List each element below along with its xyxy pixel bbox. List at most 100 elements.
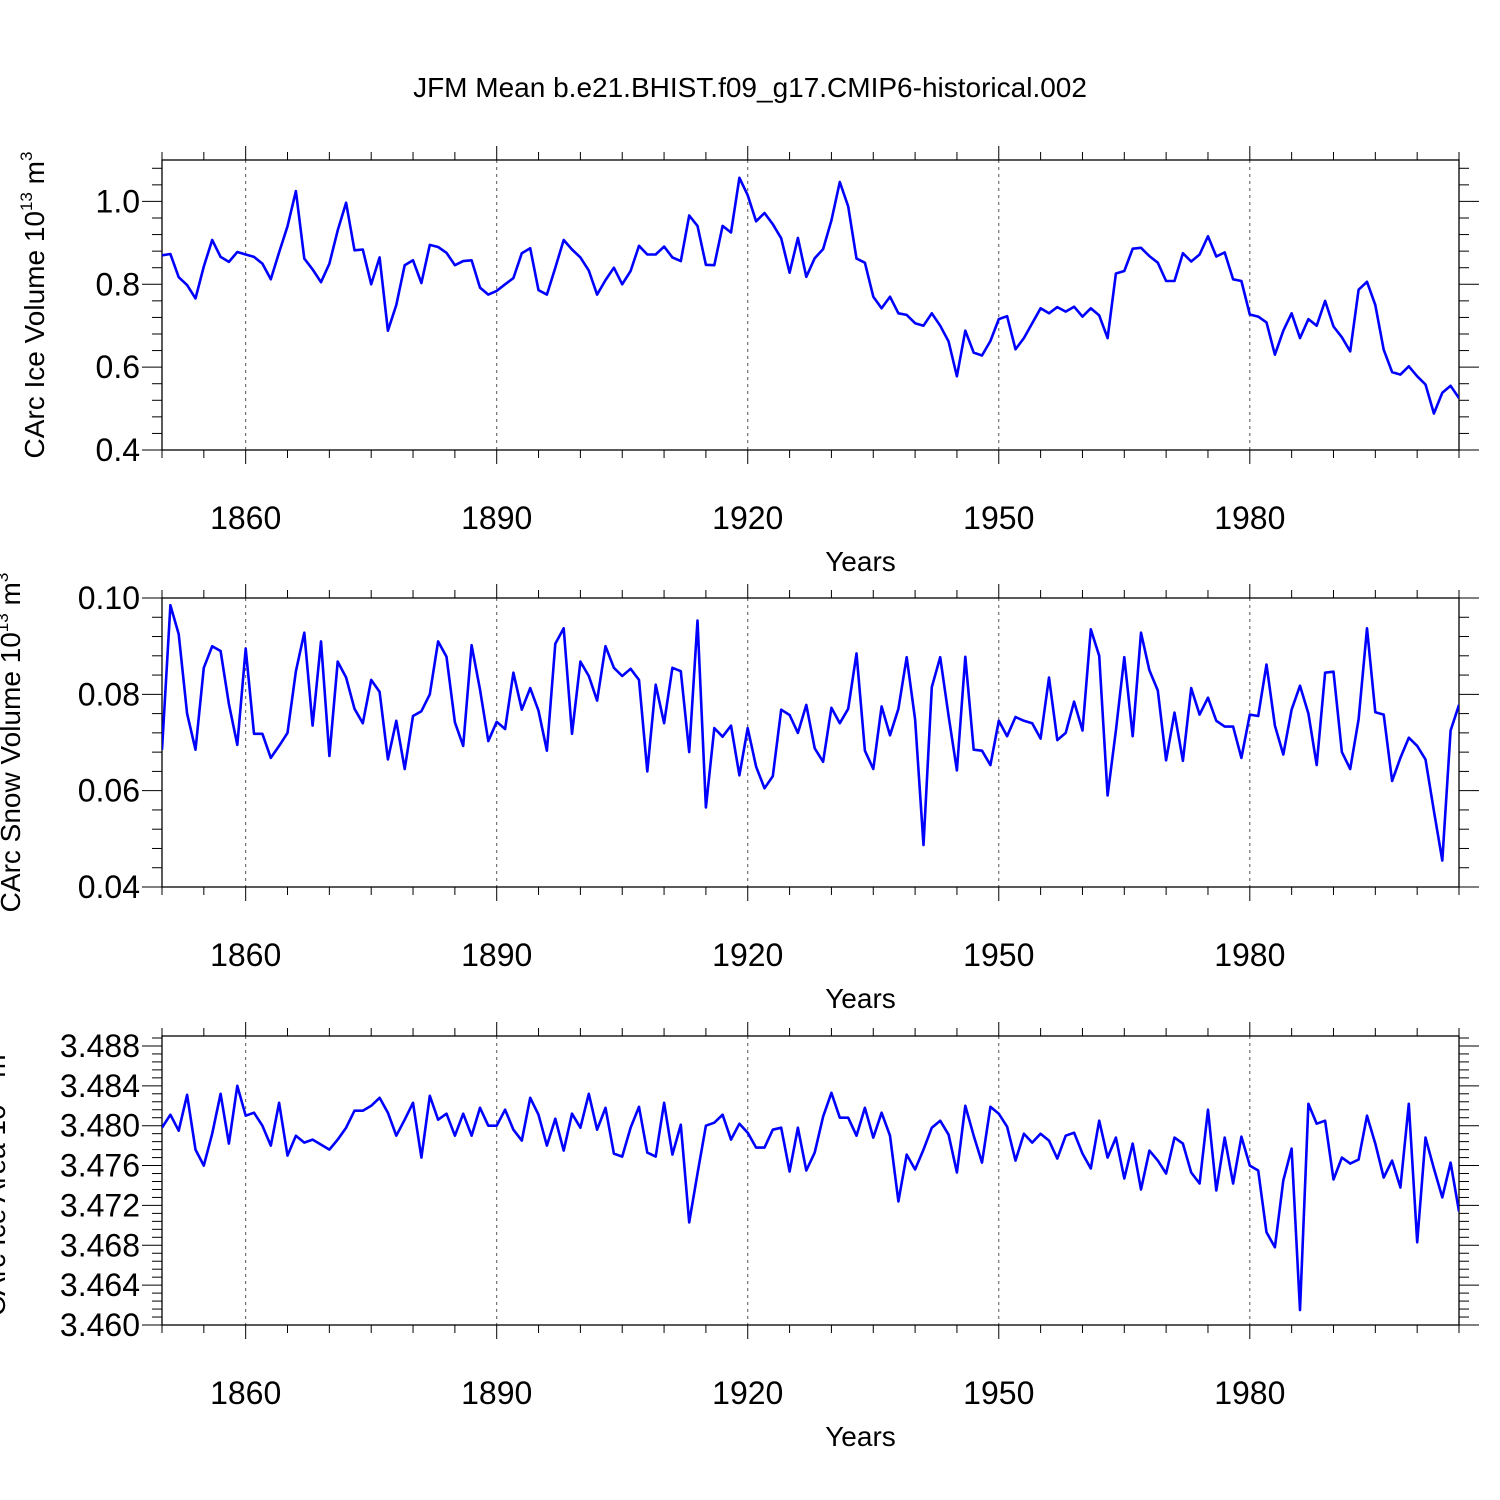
x-tick-label: 1890 <box>461 937 532 973</box>
y-tick-label: 3.480 <box>60 1108 140 1144</box>
plot-frame <box>161 1035 1460 1326</box>
data-point <box>780 237 782 239</box>
data-point <box>788 1170 790 1172</box>
data-point <box>370 1105 372 1107</box>
data-point <box>362 1110 364 1112</box>
data-point <box>454 721 456 723</box>
data-point <box>847 708 849 710</box>
data-point <box>1115 272 1117 274</box>
data-point <box>964 329 966 331</box>
x-tick-label: 1860 <box>210 1375 281 1411</box>
data-point <box>989 764 991 766</box>
data-point <box>337 1138 339 1140</box>
data-point <box>579 1126 581 1128</box>
data-point <box>496 721 498 723</box>
y-tick-label: 0.8 <box>96 266 140 302</box>
data-point <box>1090 628 1092 630</box>
y-tick-label: 3.468 <box>60 1227 140 1263</box>
data-point <box>880 307 882 309</box>
data-point <box>1224 725 1226 727</box>
data-point <box>1299 684 1301 686</box>
data-point <box>211 645 213 647</box>
data-point <box>922 1148 924 1150</box>
data-point <box>470 259 472 261</box>
data-point <box>1073 1131 1075 1133</box>
data-point <box>1449 729 1451 731</box>
data-point <box>387 758 389 760</box>
data-point <box>1106 337 1108 339</box>
data-point <box>1123 656 1125 658</box>
data-point <box>1056 1157 1058 1159</box>
data-point <box>462 1113 464 1115</box>
data-point <box>939 656 941 658</box>
data-point <box>696 619 698 621</box>
data-point <box>1165 1172 1167 1174</box>
data-point <box>1282 1179 1284 1181</box>
data-point <box>1090 1167 1092 1169</box>
x-tick-label: 1920 <box>712 1375 783 1411</box>
data-point <box>688 1221 690 1223</box>
data-point <box>738 1122 740 1124</box>
data-point <box>1106 794 1108 796</box>
y-tick-label: 0.10 <box>78 580 140 616</box>
x-tick-label: 1860 <box>210 500 281 536</box>
data-point <box>1349 768 1351 770</box>
data-point <box>1157 262 1159 264</box>
data-point <box>1173 711 1175 713</box>
data-point <box>1341 336 1343 338</box>
data-point <box>613 1152 615 1154</box>
data-point <box>1023 1132 1025 1134</box>
data-point <box>278 745 280 747</box>
data-point <box>303 257 305 259</box>
data-point <box>496 290 498 292</box>
data-point <box>621 283 623 285</box>
data-point <box>1257 715 1259 717</box>
data-point <box>1316 764 1318 766</box>
data-point <box>504 728 506 730</box>
data-point <box>939 1120 941 1122</box>
data-point <box>203 1164 205 1166</box>
data-point <box>855 652 857 654</box>
data-point <box>521 709 523 711</box>
data-point <box>755 220 757 222</box>
data-point <box>688 751 690 753</box>
data-point <box>1265 1231 1267 1233</box>
data-point <box>571 1113 573 1115</box>
data-point <box>429 244 431 246</box>
data-point <box>286 1154 288 1156</box>
data-point <box>822 1116 824 1118</box>
data-point <box>1039 307 1041 309</box>
y-tick-label: 3.484 <box>60 1068 140 1104</box>
data-point <box>1391 1159 1393 1161</box>
data-point <box>1190 260 1192 262</box>
data-point <box>579 256 581 258</box>
y-axis-label: CArc Ice Volume 1013 m3 <box>17 152 50 459</box>
data-point <box>972 1134 974 1136</box>
data-point <box>1165 280 1167 282</box>
data-point <box>328 262 330 264</box>
data-point <box>629 270 631 272</box>
data-point <box>680 1123 682 1125</box>
data-point <box>1408 1103 1410 1105</box>
data-point <box>521 252 523 254</box>
data-point <box>998 318 1000 320</box>
data-point <box>1106 1156 1108 1158</box>
x-tick-label: 1950 <box>963 937 1034 973</box>
data-point <box>1424 383 1426 385</box>
data-point <box>429 1095 431 1097</box>
data-point <box>1148 1149 1150 1151</box>
data-point <box>1031 722 1033 724</box>
data-point <box>521 1139 523 1141</box>
data-point <box>604 279 606 281</box>
data-point <box>579 660 581 662</box>
data-point <box>554 267 556 269</box>
data-point <box>1065 310 1067 312</box>
data-point <box>1157 1159 1159 1161</box>
data-point <box>1332 1178 1334 1180</box>
data-point <box>772 775 774 777</box>
data-point <box>1240 757 1242 759</box>
data-point <box>554 1118 556 1120</box>
data-point <box>1382 713 1384 715</box>
data-point <box>621 1155 623 1157</box>
data-point <box>412 715 414 717</box>
